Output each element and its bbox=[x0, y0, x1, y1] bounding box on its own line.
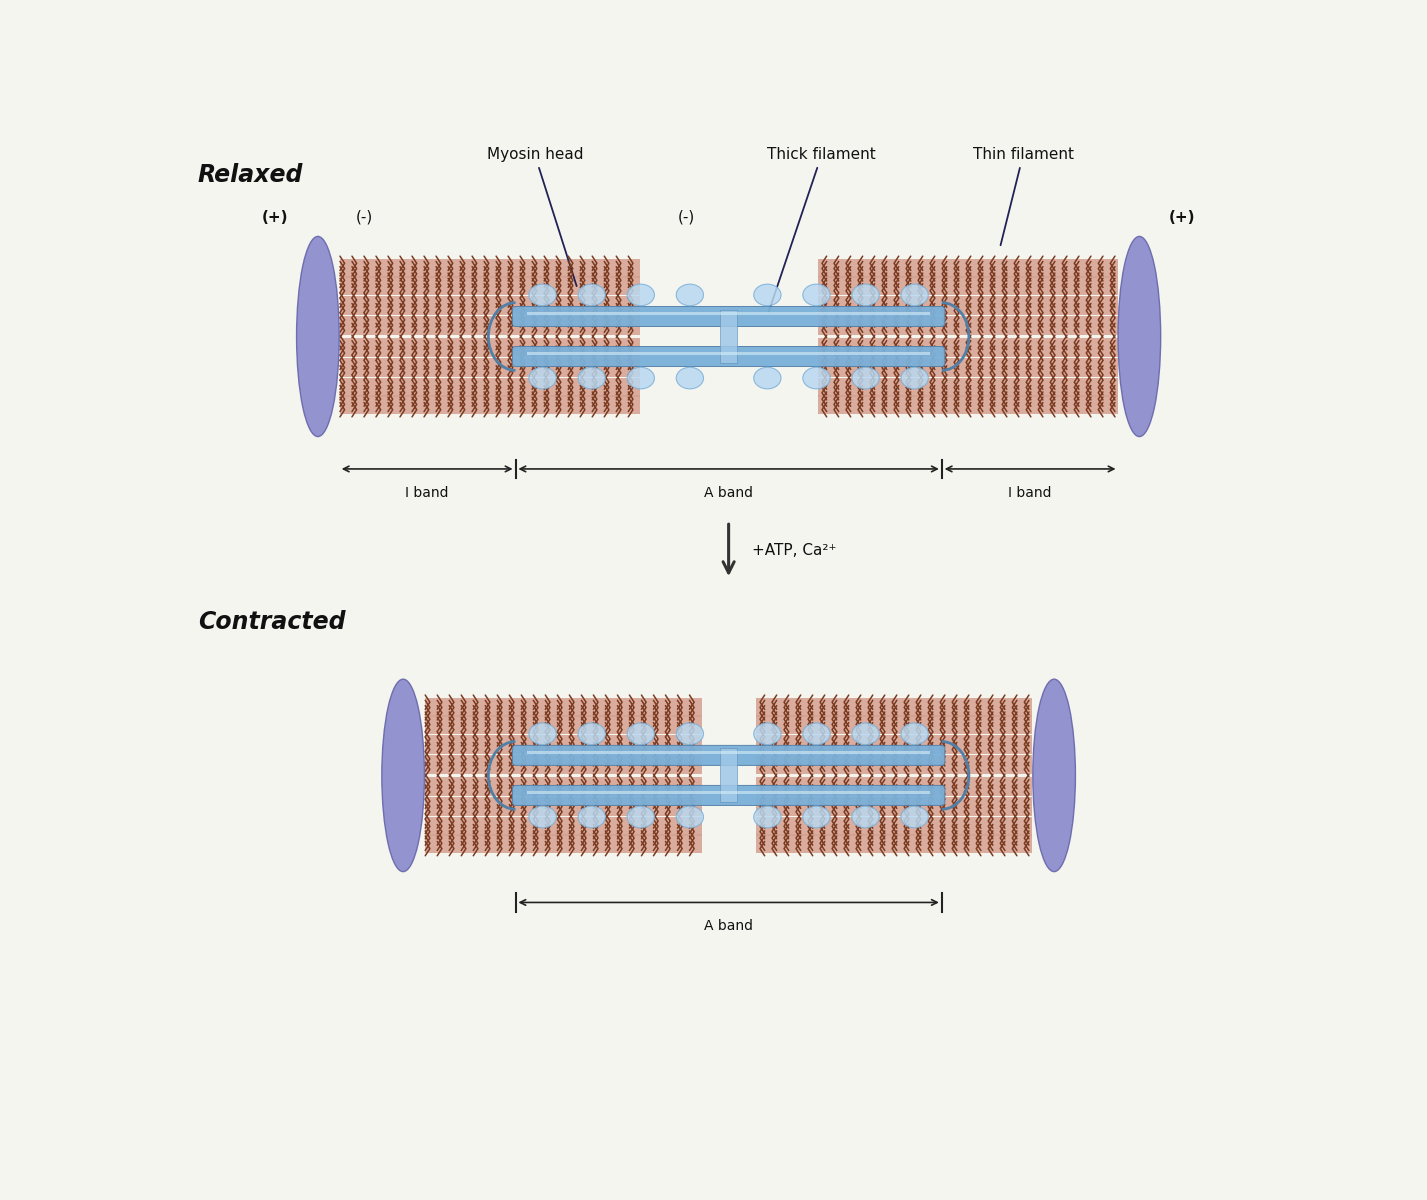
Ellipse shape bbox=[1033, 679, 1076, 871]
Bar bbox=[818, 316, 1117, 335]
Bar bbox=[818, 296, 1117, 314]
Bar bbox=[340, 276, 639, 295]
Ellipse shape bbox=[900, 724, 929, 744]
Bar bbox=[756, 778, 1032, 796]
Ellipse shape bbox=[382, 679, 424, 871]
Ellipse shape bbox=[753, 284, 781, 306]
Text: Relaxed: Relaxed bbox=[198, 163, 303, 187]
Ellipse shape bbox=[676, 724, 704, 744]
Bar bbox=[425, 698, 702, 716]
Text: A band: A band bbox=[704, 486, 753, 500]
Bar bbox=[527, 791, 930, 794]
Bar bbox=[756, 817, 1032, 835]
Ellipse shape bbox=[753, 806, 781, 828]
Bar bbox=[756, 698, 1032, 716]
Ellipse shape bbox=[753, 724, 781, 744]
Bar bbox=[425, 734, 702, 754]
Bar bbox=[340, 338, 639, 358]
FancyBboxPatch shape bbox=[512, 745, 945, 766]
Text: Contracted: Contracted bbox=[198, 610, 345, 634]
Bar bbox=[340, 395, 639, 414]
Ellipse shape bbox=[297, 236, 340, 437]
Text: +ATP, Ca²⁺: +ATP, Ca²⁺ bbox=[752, 544, 836, 558]
Bar bbox=[756, 834, 1032, 853]
Ellipse shape bbox=[803, 367, 831, 389]
Bar bbox=[340, 316, 639, 335]
Bar bbox=[756, 734, 1032, 754]
Ellipse shape bbox=[803, 284, 831, 306]
Bar bbox=[818, 338, 1117, 358]
Text: Myosin head: Myosin head bbox=[487, 148, 584, 286]
Bar bbox=[818, 276, 1117, 295]
Ellipse shape bbox=[753, 367, 781, 389]
Bar bbox=[425, 755, 702, 774]
Bar bbox=[527, 353, 930, 355]
Bar bbox=[425, 715, 702, 734]
Text: I band: I band bbox=[1009, 486, 1052, 500]
Bar bbox=[818, 358, 1117, 377]
Bar bbox=[527, 751, 930, 754]
Ellipse shape bbox=[852, 284, 879, 306]
FancyBboxPatch shape bbox=[512, 347, 945, 366]
Ellipse shape bbox=[852, 724, 879, 744]
Ellipse shape bbox=[578, 724, 605, 744]
Text: A band: A band bbox=[704, 919, 753, 934]
Ellipse shape bbox=[900, 806, 929, 828]
Bar bbox=[818, 378, 1117, 397]
Bar bbox=[818, 395, 1117, 414]
Text: Thin filament: Thin filament bbox=[973, 148, 1073, 245]
Text: (-): (-) bbox=[678, 210, 695, 224]
Ellipse shape bbox=[529, 806, 557, 828]
Text: (+): (+) bbox=[263, 210, 288, 224]
Bar bbox=[756, 715, 1032, 734]
Ellipse shape bbox=[803, 724, 831, 744]
Ellipse shape bbox=[900, 367, 929, 389]
Ellipse shape bbox=[578, 367, 605, 389]
Ellipse shape bbox=[852, 367, 879, 389]
FancyBboxPatch shape bbox=[512, 786, 945, 805]
Bar bbox=[818, 259, 1117, 278]
Ellipse shape bbox=[852, 806, 879, 828]
Bar bbox=[721, 310, 738, 364]
Bar bbox=[340, 378, 639, 397]
FancyBboxPatch shape bbox=[512, 306, 945, 326]
Ellipse shape bbox=[529, 284, 557, 306]
Ellipse shape bbox=[626, 284, 655, 306]
Ellipse shape bbox=[626, 806, 655, 828]
Ellipse shape bbox=[529, 724, 557, 744]
Ellipse shape bbox=[626, 724, 655, 744]
Ellipse shape bbox=[529, 367, 557, 389]
Ellipse shape bbox=[900, 284, 929, 306]
Bar bbox=[425, 817, 702, 835]
Bar bbox=[425, 834, 702, 853]
Text: Thick filament: Thick filament bbox=[768, 148, 876, 313]
Bar bbox=[756, 755, 1032, 774]
Bar bbox=[756, 797, 1032, 816]
Bar bbox=[425, 797, 702, 816]
Text: (+): (+) bbox=[1169, 210, 1196, 224]
Ellipse shape bbox=[803, 806, 831, 828]
Bar bbox=[340, 358, 639, 377]
Ellipse shape bbox=[676, 367, 704, 389]
Bar bbox=[425, 778, 702, 796]
Ellipse shape bbox=[626, 367, 655, 389]
Bar bbox=[340, 296, 639, 314]
Ellipse shape bbox=[676, 806, 704, 828]
Ellipse shape bbox=[578, 284, 605, 306]
Bar bbox=[527, 312, 930, 316]
Ellipse shape bbox=[676, 284, 704, 306]
Bar bbox=[721, 749, 738, 803]
Ellipse shape bbox=[578, 806, 605, 828]
Bar bbox=[340, 259, 639, 278]
Ellipse shape bbox=[1119, 236, 1160, 437]
Text: (-): (-) bbox=[355, 210, 372, 224]
Text: I band: I band bbox=[405, 486, 450, 500]
